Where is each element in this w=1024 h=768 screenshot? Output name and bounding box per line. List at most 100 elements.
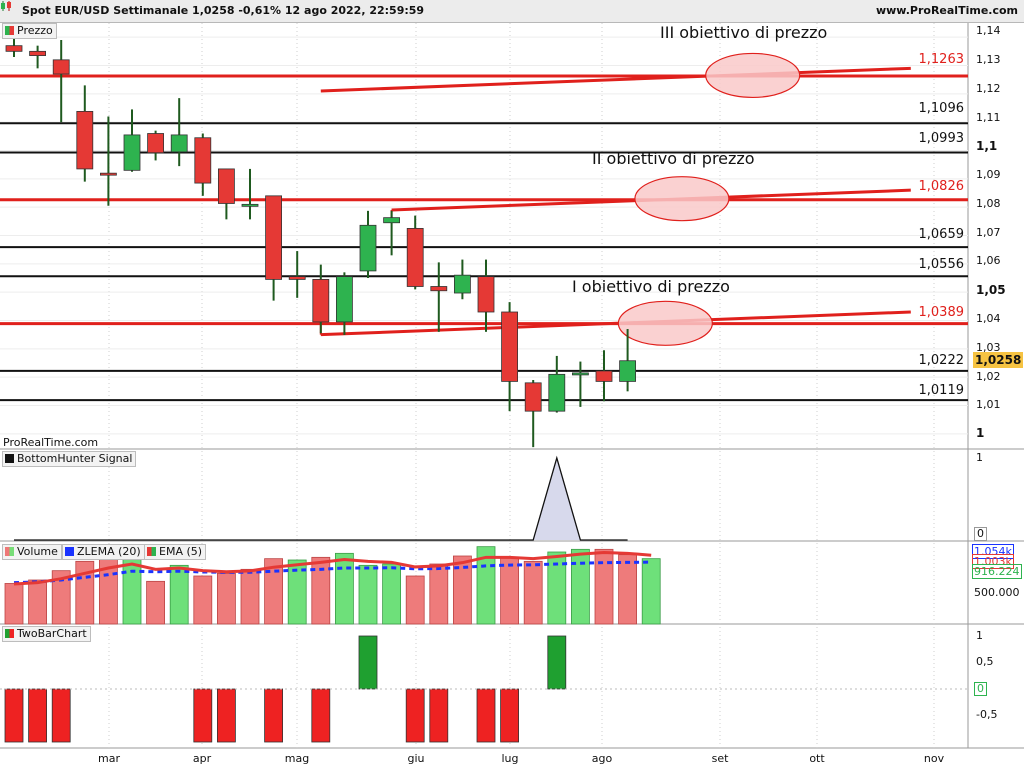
price-tick: 1,12	[976, 82, 1001, 95]
volume-bar-down	[264, 558, 284, 625]
price-panel-label[interactable]: Prezzo	[2, 23, 57, 39]
volume-value-badge: 916.224	[972, 564, 1022, 579]
level-label: 1,1096	[918, 101, 965, 116]
volume-bar-down	[216, 572, 236, 625]
candle-down	[5, 45, 23, 52]
price-tick: 1,06	[976, 254, 1001, 267]
level-label: 1,1263	[918, 52, 965, 67]
candle-down	[76, 111, 94, 170]
volume-bar-down	[240, 568, 260, 625]
zlema-label-text: ZLEMA (20)	[77, 545, 141, 558]
volume-bar-down	[4, 583, 24, 625]
volume-bar-up	[358, 564, 378, 625]
month-label: ago	[591, 752, 613, 765]
target-ellipse	[705, 52, 801, 99]
twobar-down-bar	[193, 688, 213, 743]
price-tick: 1,14	[976, 24, 1001, 37]
candle-down	[312, 279, 330, 323]
candle-down	[406, 228, 424, 287]
volume-bar-down	[452, 555, 472, 625]
month-label: apr	[192, 752, 212, 765]
twobar-down-bar	[216, 688, 236, 743]
volume-tick: 500.000	[974, 586, 1020, 599]
twobar-tick: 0,5	[976, 655, 994, 668]
level-label: 1,0826	[918, 179, 965, 194]
signal-area	[14, 458, 628, 540]
candle-up	[619, 360, 636, 382]
watermark: ProRealTime.com	[3, 436, 99, 449]
candle-down	[501, 311, 519, 382]
twobar-tick: 1	[976, 629, 983, 642]
header-bar: Spot EUR/USD Settimanale 1,0258 -0,61% 1…	[0, 0, 1024, 23]
twobar-down-bar	[476, 688, 496, 743]
volume-bar-down	[500, 556, 520, 625]
candle-up	[359, 224, 377, 272]
ema-panel-label[interactable]: EMA (5)	[144, 544, 207, 560]
ema-line	[13, 551, 652, 586]
signal-tick: 1	[976, 451, 983, 464]
target-ellipse	[634, 176, 730, 222]
price-swatch-icon	[5, 26, 14, 35]
candle-down	[52, 59, 70, 75]
twobar-up-bar	[358, 635, 378, 690]
price-panel-label-text: Prezzo	[17, 24, 53, 37]
candle-down	[430, 286, 448, 292]
volume-bar-up	[571, 548, 590, 625]
candle-down	[477, 276, 495, 313]
signal-panel-label[interactable]: BottomHunter Signal	[2, 451, 137, 467]
candle-up	[383, 217, 401, 224]
price-tick: 1,08	[976, 197, 1001, 210]
candle-up	[241, 203, 259, 207]
month-label: ott	[809, 752, 825, 765]
price-tick: 1,03	[976, 341, 1001, 354]
ema-label-text: EMA (5)	[159, 545, 203, 558]
candle-up	[453, 274, 471, 294]
volume-bar-up	[382, 563, 402, 625]
month-label: giu	[407, 752, 425, 765]
volume-bar-down	[193, 575, 213, 625]
twobar-panel-label[interactable]: TwoBarChart	[2, 626, 91, 642]
twobar-tick: 0	[974, 682, 987, 696]
candle-down	[29, 50, 47, 56]
twobar-swatch-icon	[5, 629, 14, 638]
price-tick: 1	[976, 426, 985, 440]
trendline	[320, 66, 911, 93]
candle-down	[265, 195, 283, 280]
candle-up	[170, 134, 188, 153]
twobar-tick: -0,5	[976, 708, 998, 721]
twobar-down-bar	[311, 688, 331, 743]
price-tick: 1,11	[976, 111, 1001, 124]
volume-bar-up	[641, 558, 661, 625]
twobar-down-bar	[264, 688, 284, 743]
trendline	[320, 310, 911, 337]
zlema-line	[13, 560, 652, 585]
volume-bar-down	[594, 548, 614, 625]
volume-bar-down	[146, 580, 166, 625]
volume-bar-down	[405, 575, 425, 625]
volume-bar-down	[51, 570, 71, 625]
site-link[interactable]: www.ProRealTime.com	[875, 4, 1018, 17]
volume-bar-up	[287, 559, 307, 625]
volume-panel-label[interactable]: Volume	[2, 544, 62, 560]
signal-tick: 0	[974, 527, 987, 541]
zlema-panel-label[interactable]: ZLEMA (20)	[62, 544, 145, 560]
volume-label-text: Volume	[17, 545, 58, 558]
twobar-down-bar	[4, 688, 24, 743]
signal-panel-label-text: BottomHunter Signal	[17, 452, 133, 465]
price-tick: 1,07	[976, 226, 1001, 239]
candle-down	[147, 133, 165, 154]
volume-bar-up	[169, 564, 189, 625]
target-ellipse	[617, 300, 713, 346]
chart-title: Spot EUR/USD Settimanale 1,0258 -0,61% 1…	[22, 4, 425, 17]
zlema-swatch-icon	[65, 547, 74, 556]
volume-bar-down	[311, 556, 331, 625]
candle-down	[288, 276, 306, 280]
level-label: 1,0993	[918, 131, 965, 146]
candle-down	[100, 172, 117, 176]
objective-3-label: III obiettivo di prezzo	[660, 23, 828, 42]
twobar-up-bar	[547, 635, 567, 690]
volume-swatch-icon	[5, 547, 14, 556]
price-tick: 1,13	[976, 53, 1001, 66]
